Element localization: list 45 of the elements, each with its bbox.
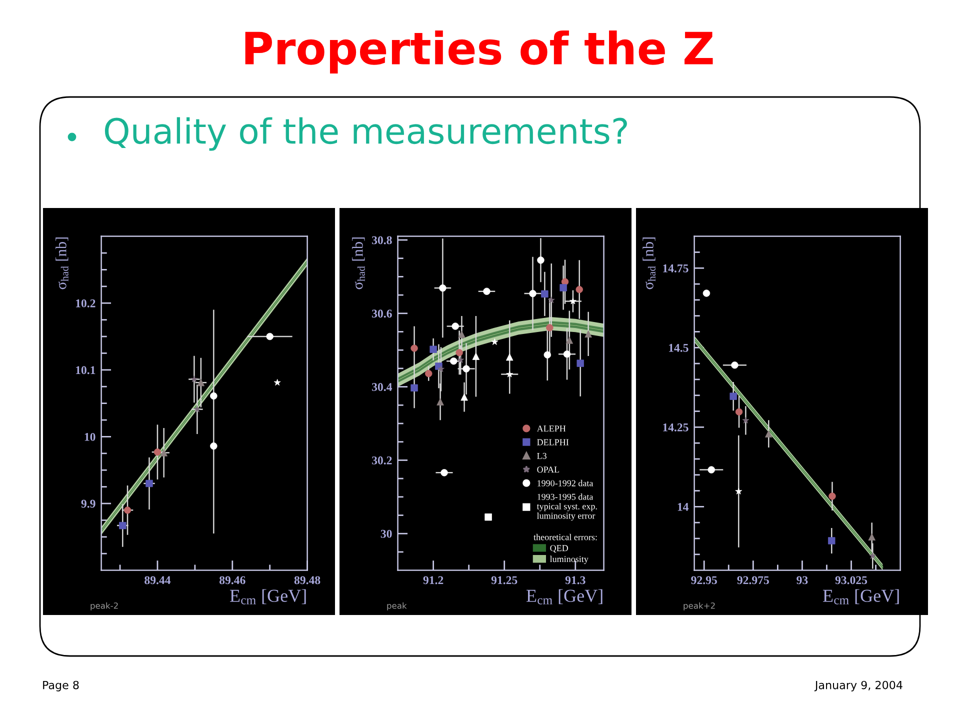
y-tick-label: 30.2 [372, 456, 392, 464]
text: Page 8 [43, 680, 79, 692]
legend-label: 1990-1992 data [538, 480, 594, 486]
y-tick-label: 14.75 [663, 264, 688, 272]
y-axis-title: σ$_{had}$ [nb] [352, 237, 365, 290]
x-tick-label: 93 [796, 576, 808, 584]
x-tick-label: 92.95 [691, 576, 717, 584]
legend-label: L3 [537, 452, 546, 459]
legend-label: QED [550, 545, 568, 553]
y-axis-title: σ$_{had}$ [nb] [56, 237, 68, 290]
text: Quality of the measurements? [104, 117, 627, 151]
text: peak-2 [90, 602, 118, 610]
y-tick-label: 30.4 [372, 383, 392, 392]
legend-label: ALEPH [536, 426, 566, 432]
y-tick-label: 9.9 [81, 500, 96, 508]
y-tick-label: 30 [380, 530, 392, 538]
legend-label: luminosity [550, 556, 588, 564]
legend-label: OPAL [537, 466, 560, 473]
x-tick-label: 91.3 [565, 576, 586, 584]
text: January 9, 2004 [814, 680, 902, 692]
x-tick-label: 89.44 [144, 576, 171, 584]
legend-label: 1993-1995 data typical syst. exp. luminosity error [536, 494, 597, 521]
x-tick-label: 92.975 [737, 576, 769, 584]
legend-title: theoretical errors: [534, 534, 597, 540]
x-axis-title: E$_{cm}$ [GeV] [823, 589, 899, 604]
y-axis-title: σ$_{had}$ [nb] [642, 237, 656, 290]
y-tick-label: 10 [84, 432, 96, 441]
legend-label: DELPHI [537, 439, 569, 446]
x-axis-title: E$_{cm}$ [GeV] [526, 589, 602, 604]
x-tick-label: 89.46 [220, 576, 246, 584]
y-tick-label: 14.25 [663, 423, 688, 432]
y-tick-label: 14 [678, 502, 689, 511]
text: Properties of the Z [245, 30, 713, 74]
x-tick-label: 91.25 [491, 576, 518, 584]
y-tick-label: 10.2 [76, 299, 96, 308]
y-tick-label: 30.8 [372, 236, 392, 244]
y-tick-label: 10.1 [76, 366, 96, 374]
text: peak+2 [684, 602, 715, 610]
y-tick-label: 30.6 [372, 310, 392, 318]
x-tick-label: 91.2 [423, 576, 444, 584]
x-tick-label: 93.025 [835, 576, 868, 584]
text: peak [387, 602, 407, 610]
x-tick-label: 89.48 [294, 576, 320, 584]
y-tick-label: 14.5 [669, 344, 688, 352]
x-axis-title: E$_{cm}$ [GeV] [230, 589, 306, 604]
